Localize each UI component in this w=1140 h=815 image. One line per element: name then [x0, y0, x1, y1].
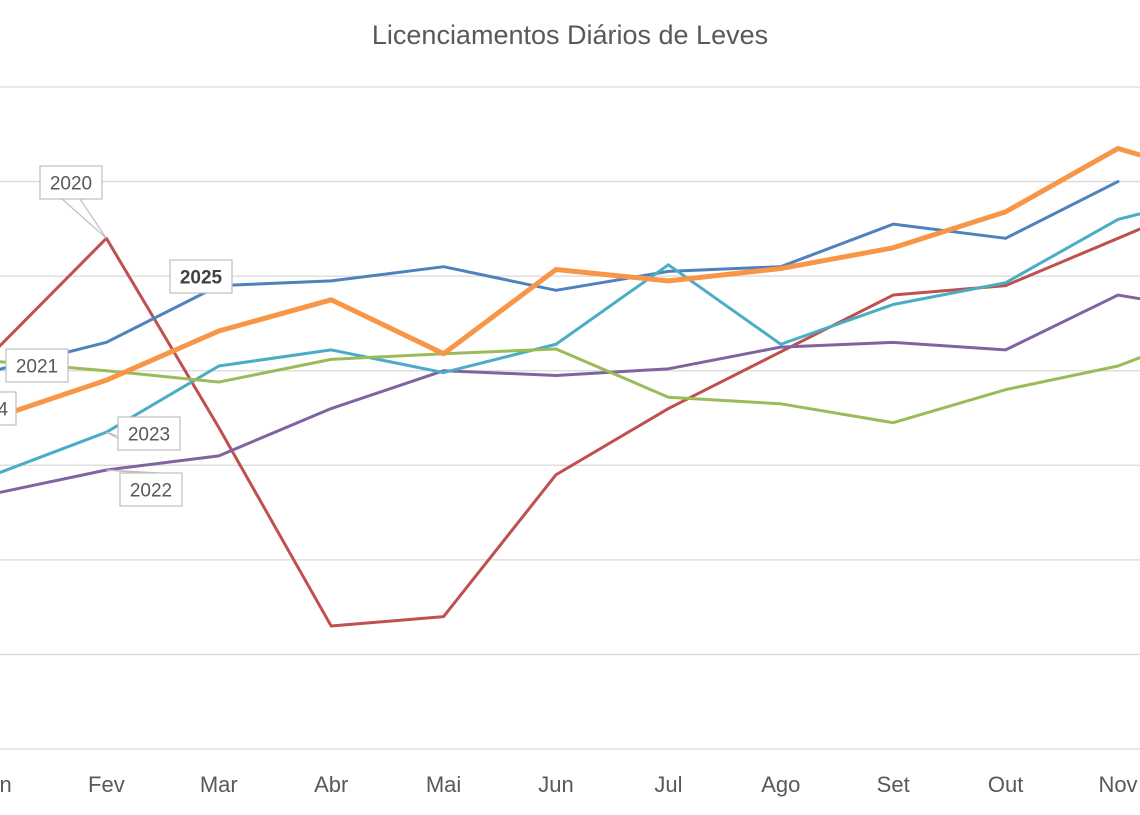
callout-label: 2020: [50, 174, 92, 195]
callout-2023: 2023: [106, 416, 181, 451]
callout-box: [117, 416, 181, 451]
callout-box: [119, 472, 183, 507]
x-tick-label: Mar: [200, 772, 238, 797]
callout-label: 2025: [180, 268, 223, 289]
callout-2024: 2024: [0, 391, 17, 426]
series-line-2023: [0, 212, 1140, 475]
callout-label: 2023: [128, 425, 170, 446]
callout-label: 2022: [130, 481, 172, 502]
callout-2021: 2021: [5, 348, 69, 383]
callout-box: [39, 165, 103, 200]
callout-label: 2021: [16, 357, 58, 378]
x-tick-label: Out: [988, 772, 1023, 797]
callout-label: 2024: [0, 400, 9, 421]
x-tick-label: Ago: [761, 772, 800, 797]
callout-box: [5, 348, 69, 383]
x-tick-label: Jan: [0, 772, 12, 797]
x-tick-label: Fev: [88, 772, 125, 797]
callout-pointer: [106, 469, 161, 474]
series-lines: [0, 145, 1140, 628]
x-axis-tick-labels: JanFevMarAbrMaiJunJulAgoSetOutNovDez: [0, 772, 1138, 797]
callout-box: [169, 259, 233, 294]
x-tick-label: Abr: [314, 772, 348, 797]
series-line-2021: [0, 180, 1120, 371]
x-tick-label: Mai: [426, 772, 461, 797]
callout-pointer: [61, 198, 107, 239]
x-tick-label: Jun: [538, 772, 573, 797]
series-line-2025: [0, 145, 1140, 419]
series-line-2024: [0, 347, 1140, 425]
gridlines: [0, 86, 1140, 750]
callout-2022: 2022: [106, 469, 183, 507]
x-tick-label: Jul: [654, 772, 682, 797]
x-tick-label: Set: [877, 772, 910, 797]
callout-2020: 2020: [39, 165, 107, 239]
series-callouts: 2020 2021 2023 2022 2025 2024: [0, 165, 233, 507]
chart-title: Licenciamentos Diários de Leves: [371, 20, 769, 50]
callout-box: [0, 391, 17, 426]
callout-2025: 2025: [169, 259, 233, 294]
series-line-2020: [0, 227, 1140, 628]
x-tick-label: Nov: [1098, 772, 1137, 797]
